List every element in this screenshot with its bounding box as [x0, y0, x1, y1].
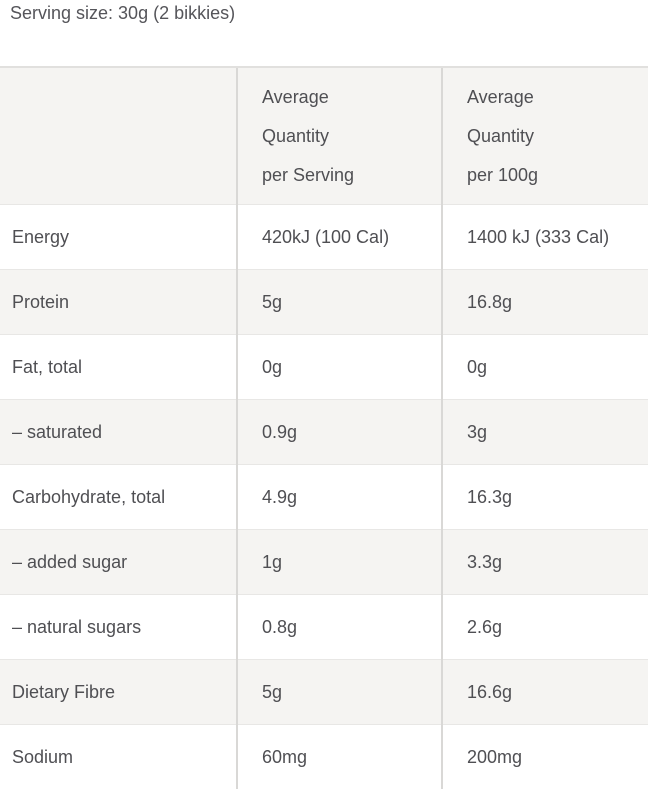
table-row: Dietary Fibre 5g 16.6g	[0, 660, 648, 725]
value-per-serving: 0.8g	[238, 617, 441, 638]
table-row: – natural sugars 0.8g 2.6g	[0, 595, 648, 660]
value-per-100g: 200mg	[443, 747, 648, 768]
table-row: – saturated 0.9g 3g	[0, 400, 648, 465]
value-per-100g: 16.8g	[443, 292, 648, 313]
value-per-serving: 4.9g	[238, 487, 441, 508]
nutrient-label: Sodium	[0, 747, 236, 768]
header-per-serving-text: Average Quantity per Serving	[238, 78, 441, 195]
value-per-100g: 2.6g	[443, 617, 648, 638]
table-header-row: Average Quantity per Serving Average Qua…	[0, 67, 648, 205]
value-per-100g: 16.3g	[443, 487, 648, 508]
header-per-serving: Average Quantity per Serving	[237, 67, 442, 205]
table-row: Fat, total 0g 0g	[0, 335, 648, 400]
value-per-100g: 0g	[443, 357, 648, 378]
nutrient-label: Energy	[0, 227, 236, 248]
table-row: Carbohydrate, total 4.9g 16.3g	[0, 465, 648, 530]
table-row: Sodium 60mg 200mg	[0, 725, 648, 789]
nutrient-label: – natural sugars	[0, 617, 236, 638]
nutrient-label: – saturated	[0, 422, 236, 443]
nutrient-label: Fat, total	[0, 357, 236, 378]
nutrient-label: Dietary Fibre	[0, 682, 236, 703]
header-nutrient-column	[0, 67, 237, 205]
nutrient-label: Carbohydrate, total	[0, 487, 236, 508]
header-per-100g-text: Average Quantity per 100g	[443, 78, 648, 195]
value-per-serving: 0.9g	[238, 422, 441, 443]
value-per-100g: 1400 kJ (333 Cal)	[443, 227, 648, 248]
table-row: Energy 420kJ (100 Cal) 1400 kJ (333 Cal)	[0, 205, 648, 270]
value-per-100g: 3.3g	[443, 552, 648, 573]
value-per-serving: 5g	[238, 682, 441, 703]
value-per-100g: 16.6g	[443, 682, 648, 703]
value-per-serving: 420kJ (100 Cal)	[238, 227, 441, 248]
serving-size-text: Serving size: 30g (2 bikkies)	[0, 0, 648, 66]
table-row: – added sugar 1g 3.3g	[0, 530, 648, 595]
header-per-100g: Average Quantity per 100g	[442, 67, 648, 205]
value-per-serving: 1g	[238, 552, 441, 573]
nutrient-label: Protein	[0, 292, 236, 313]
value-per-100g: 3g	[443, 422, 648, 443]
value-per-serving: 5g	[238, 292, 441, 313]
value-per-serving: 0g	[238, 357, 441, 378]
value-per-serving: 60mg	[238, 747, 441, 768]
table-row: Protein 5g 16.8g	[0, 270, 648, 335]
nutrition-table: Average Quantity per Serving Average Qua…	[0, 66, 648, 789]
nutrient-label: – added sugar	[0, 552, 236, 573]
